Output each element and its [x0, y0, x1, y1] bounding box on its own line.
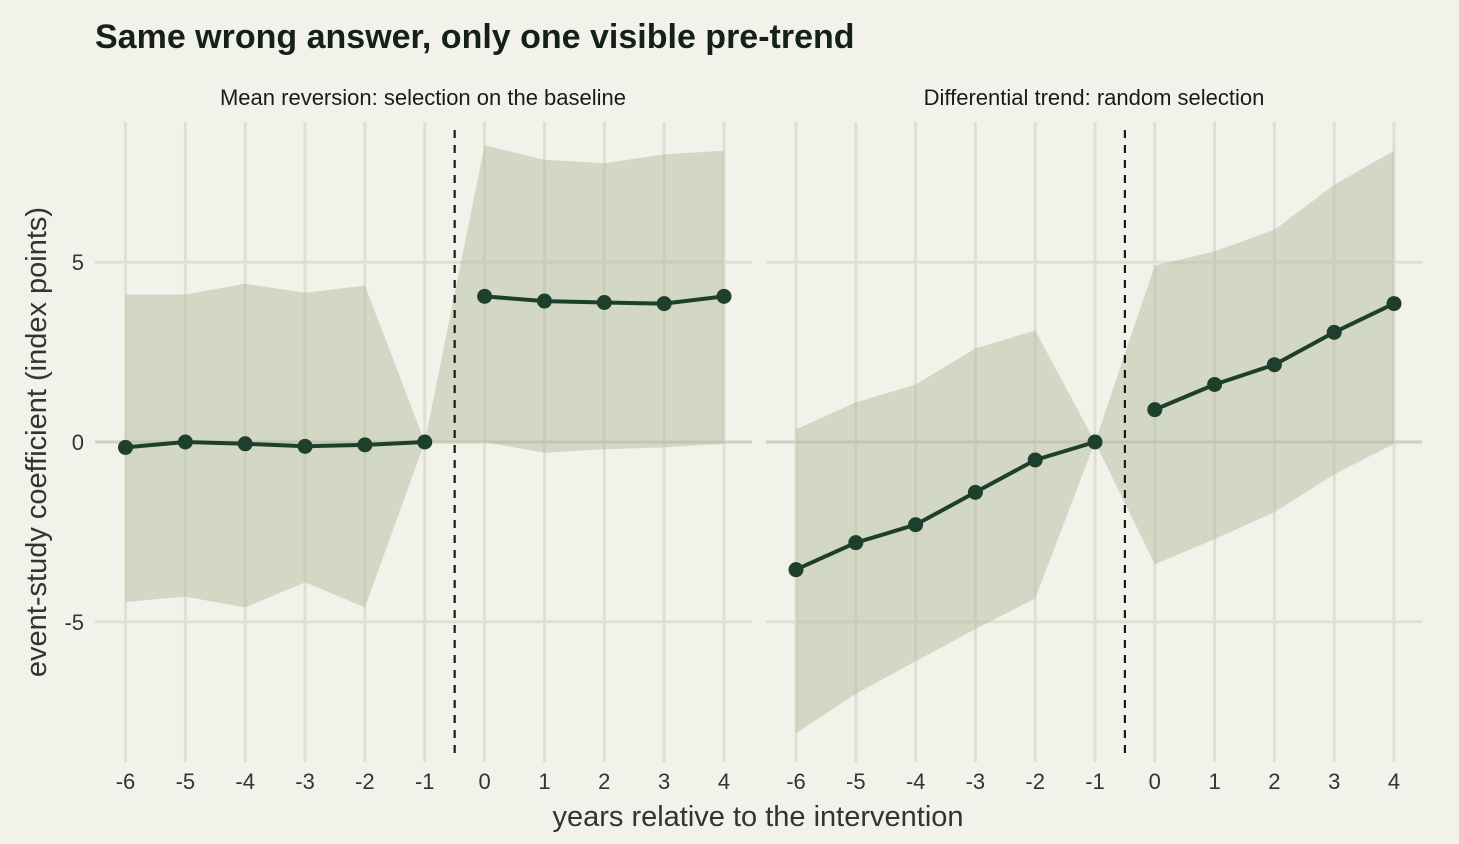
- data-point: [1386, 296, 1402, 312]
- x-tick-label: -4: [906, 769, 926, 794]
- data-point: [1207, 376, 1223, 392]
- x-tick-label: -1: [1085, 769, 1105, 794]
- x-tick-label: 4: [718, 769, 730, 794]
- y-tick-label: 5: [72, 250, 84, 275]
- data-point: [656, 296, 672, 312]
- data-point: [417, 434, 433, 450]
- x-tick-label: -6: [786, 769, 806, 794]
- x-tick-label: 0: [1149, 769, 1161, 794]
- data-point: [1087, 434, 1103, 450]
- x-tick-label: -5: [176, 769, 196, 794]
- data-point: [788, 562, 804, 578]
- y-axis-title: event-study coefficient (index points): [21, 207, 53, 677]
- data-point: [1027, 452, 1043, 468]
- x-tick-label: 1: [538, 769, 550, 794]
- pre-period-line: [125, 440, 425, 450]
- x-tick-label: 3: [658, 769, 670, 794]
- data-point: [967, 484, 983, 500]
- data-point: [1147, 402, 1163, 418]
- x-axis-title: years relative to the intervention: [552, 801, 963, 833]
- x-tick-label: -5: [846, 769, 866, 794]
- data-point: [477, 288, 493, 304]
- x-tick-label: 2: [1268, 769, 1280, 794]
- x-tick-label: -2: [355, 769, 375, 794]
- x-tick-label: -1: [415, 769, 435, 794]
- x-tick-label: 4: [1388, 769, 1400, 794]
- panel-mean-reversion: Mean reversion: selection on the baselin…: [95, 85, 752, 794]
- x-tick-label: -4: [235, 769, 255, 794]
- data-point: [357, 437, 373, 453]
- panel-title-mean-reversion: Mean reversion: selection on the baselin…: [220, 85, 626, 110]
- data-point: [536, 293, 552, 309]
- y-axis: -5 0 5: [64, 250, 84, 635]
- x-tick-label: -6: [116, 769, 136, 794]
- data-point: [596, 294, 612, 310]
- data-point: [177, 434, 193, 450]
- y-tick-label: 0: [72, 430, 84, 455]
- x-tick-label: 2: [598, 769, 610, 794]
- data-point: [908, 517, 924, 533]
- data-point: [1266, 357, 1282, 373]
- x-tick-label: -3: [295, 769, 315, 794]
- x-tick-label: 1: [1208, 769, 1220, 794]
- data-point: [848, 535, 864, 551]
- data-point: [716, 288, 732, 304]
- data-point: [118, 439, 133, 455]
- data-point: [237, 436, 253, 452]
- pre-period-line: [795, 440, 1096, 572]
- x-tick-label: 0: [478, 769, 490, 794]
- panel-differential-trend: Differential trend: random selection -6 -…: [766, 85, 1422, 794]
- y-tick-label: -5: [64, 610, 84, 635]
- confidence-band: [125, 145, 724, 608]
- x-tick-label: 3: [1328, 769, 1340, 794]
- chart-title: Same wrong answer, only one visible pre-…: [95, 18, 855, 56]
- data-point: [1326, 324, 1342, 340]
- x-tick-label: -3: [966, 769, 986, 794]
- data-point: [297, 438, 313, 454]
- panel-title-differential-trend: Differential trend: random selection: [924, 85, 1265, 110]
- x-tick-label: -2: [1025, 769, 1045, 794]
